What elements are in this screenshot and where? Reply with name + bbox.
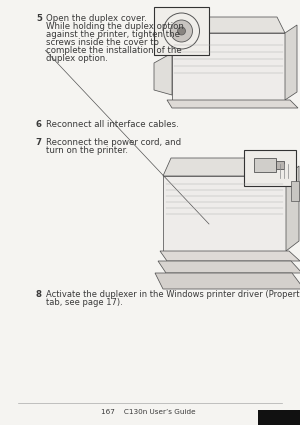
Circle shape [170, 20, 193, 42]
Text: tab, see page 17).: tab, see page 17). [46, 298, 123, 307]
FancyBboxPatch shape [172, 33, 285, 100]
Polygon shape [160, 251, 300, 261]
Text: against the printer, tighten the: against the printer, tighten the [46, 30, 180, 39]
Text: Reconnect all interface cables.: Reconnect all interface cables. [46, 120, 179, 129]
Polygon shape [286, 166, 299, 251]
Polygon shape [163, 158, 286, 176]
Text: Reconnect the power cord, and: Reconnect the power cord, and [46, 138, 181, 147]
FancyBboxPatch shape [276, 161, 284, 169]
Text: 5: 5 [36, 14, 42, 23]
Text: Open the duplex cover.: Open the duplex cover. [46, 14, 147, 23]
Text: screws inside the cover to: screws inside the cover to [46, 38, 159, 47]
FancyBboxPatch shape [291, 181, 299, 201]
Polygon shape [155, 273, 300, 289]
Polygon shape [158, 261, 300, 273]
Text: 167    C130n User’s Guide: 167 C130n User’s Guide [101, 409, 195, 415]
Text: 6: 6 [36, 120, 42, 129]
FancyBboxPatch shape [244, 150, 296, 186]
Text: Activate the duplexer in the Windows printer driver (Properties/Configure: Activate the duplexer in the Windows pri… [46, 290, 300, 299]
Polygon shape [167, 100, 298, 108]
Text: complete the installation of the: complete the installation of the [46, 46, 182, 55]
FancyBboxPatch shape [163, 176, 286, 251]
Bar [258, 410, 300, 425]
Polygon shape [154, 53, 172, 95]
Text: duplex option.: duplex option. [46, 54, 108, 63]
Polygon shape [172, 17, 285, 33]
Text: turn on the printer.: turn on the printer. [46, 146, 128, 155]
FancyBboxPatch shape [154, 7, 209, 55]
Text: 8: 8 [36, 290, 42, 299]
Polygon shape [285, 25, 297, 100]
Text: While holding the duplex option: While holding the duplex option [46, 22, 184, 31]
FancyBboxPatch shape [254, 158, 276, 172]
Text: 7: 7 [36, 138, 42, 147]
Circle shape [178, 27, 185, 35]
